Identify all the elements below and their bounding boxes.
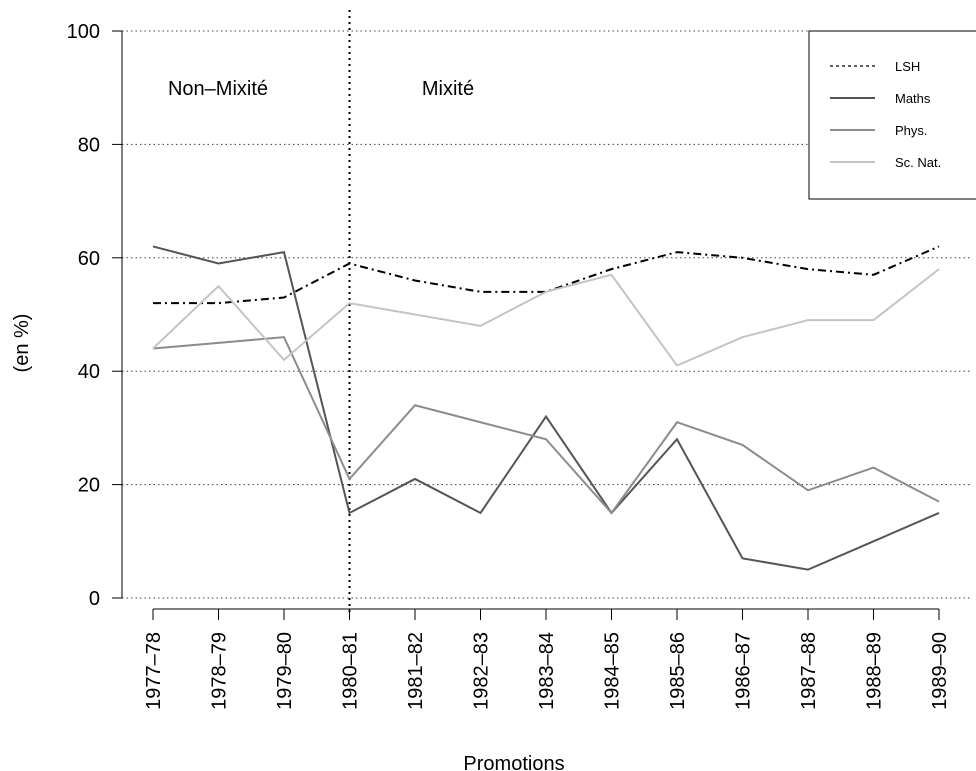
y-tick-label: 100 (67, 21, 100, 43)
x-tick-label: 1988–89 (864, 632, 886, 710)
x-tick-label: 1984–85 (602, 632, 624, 710)
x-tick-label: 1985–86 (667, 632, 689, 710)
y-tick-label: 40 (78, 361, 100, 383)
series-line-lsh (153, 245, 940, 305)
x-tick-label: 1977–78 (143, 632, 165, 710)
y-tick-label: 20 (78, 475, 100, 497)
x-tick-label: 1979–80 (274, 632, 296, 710)
series-line-sc-nat (152, 268, 940, 367)
x-axis: 1977–78 1978–79 1979–80 1980–81 1981–82 1982–… (143, 608, 951, 710)
legend-label-phys: Phys. (895, 123, 928, 138)
y-tick-label: 80 (78, 134, 100, 156)
legend-label-sc-nat: Sc. Nat. (895, 155, 941, 170)
y-axis-title: (en %) (11, 314, 33, 373)
y-tick-label: 0 (89, 588, 100, 610)
legend-label-maths: Maths (895, 91, 931, 106)
x-tick-label: 1981–82 (405, 632, 427, 710)
y-axis: 0 20 40 60 80 100 (67, 21, 123, 610)
legend-label-lsh: LSH (895, 59, 920, 74)
x-tick-label: 1978–79 (209, 632, 231, 710)
series-line-phys (152, 336, 940, 515)
x-axis-title: Promotions (463, 753, 564, 771)
annotation-non-mixite: Non–Mixité (168, 78, 268, 100)
series-lines (152, 245, 940, 571)
x-tick-label: 1987–88 (798, 632, 820, 710)
x-tick-label: 1986–87 (733, 632, 755, 710)
x-tick-label: 1980–81 (340, 632, 362, 710)
annotation-mixite: Mixité (422, 78, 474, 100)
y-tick-label: 60 (78, 248, 100, 270)
series-line-maths (152, 245, 940, 571)
x-tick-label: 1983–84 (536, 632, 558, 710)
x-tick-label: 1982–83 (471, 632, 493, 710)
legend-box (808, 30, 976, 200)
legend: LSH Maths Phys. Sc. Nat. (808, 30, 976, 200)
x-tick-label: 1989–90 (929, 632, 951, 710)
